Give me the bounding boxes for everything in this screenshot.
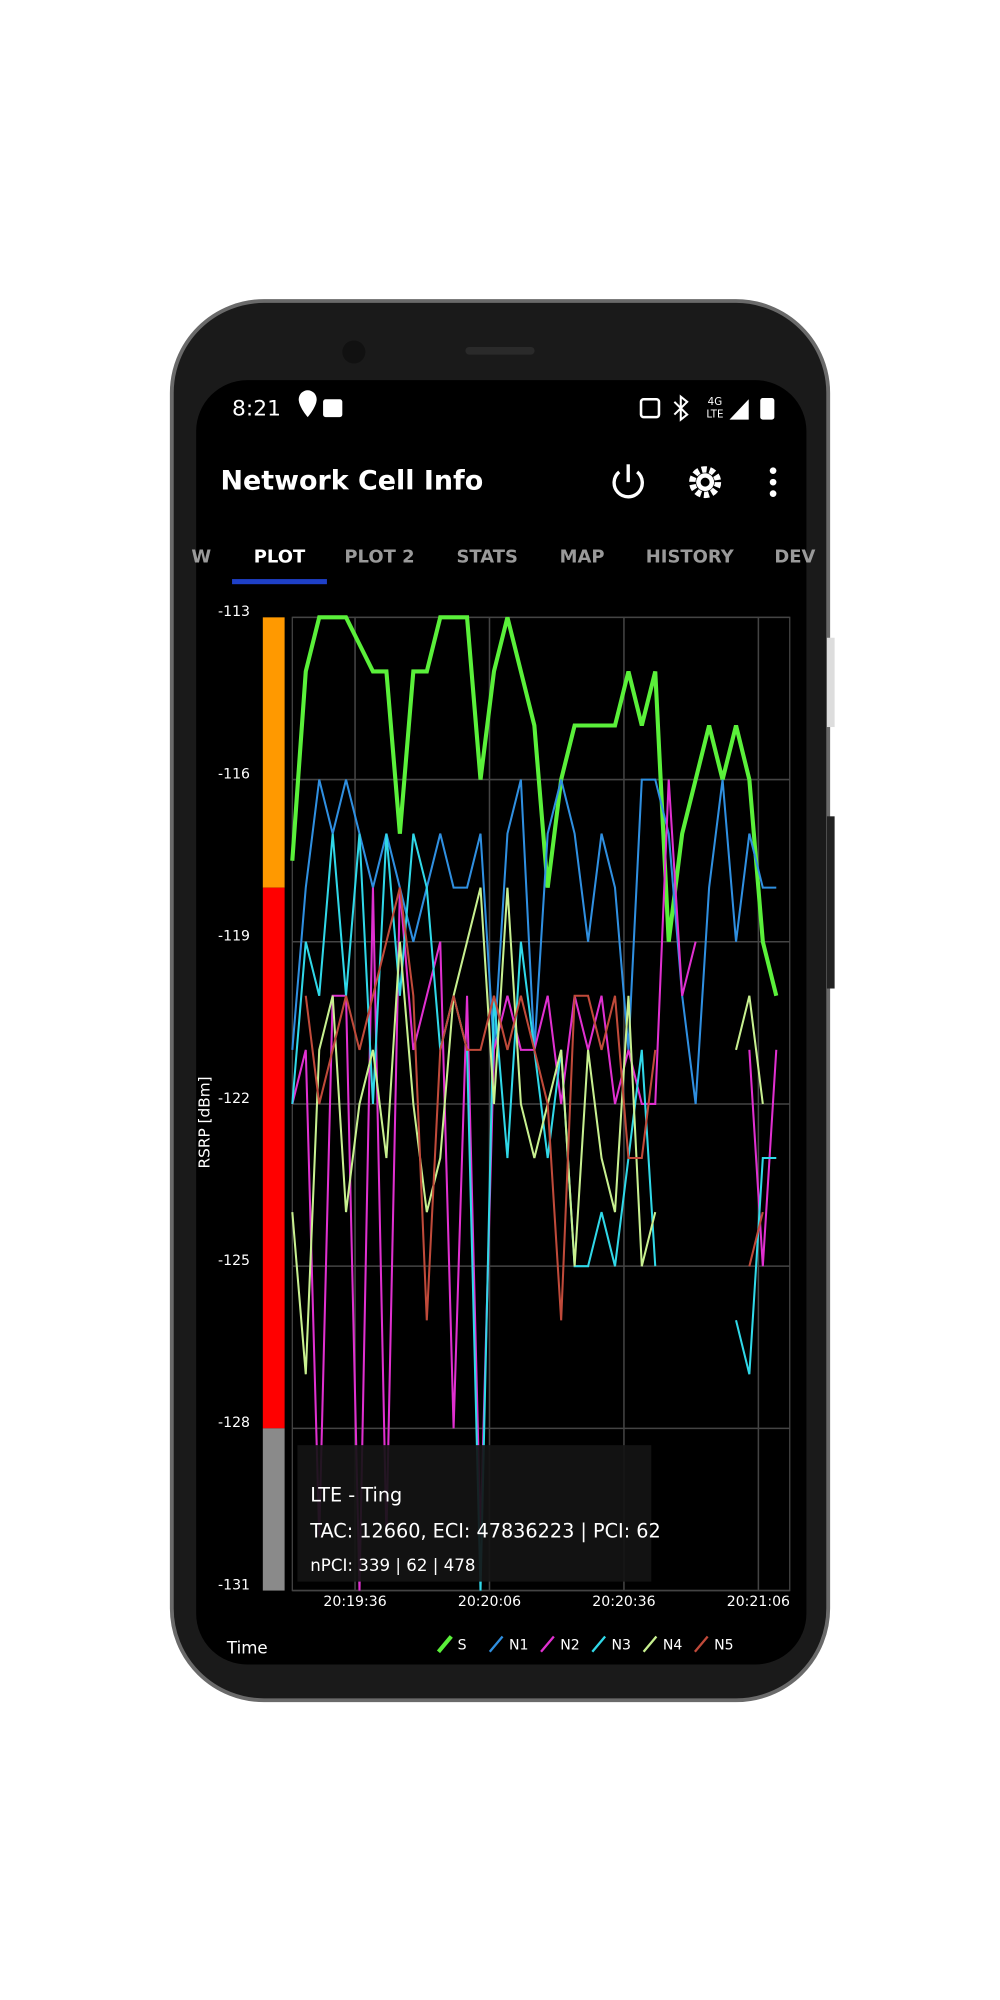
menu-dot <box>769 467 777 474</box>
tab[interactable]: STATS <box>456 546 517 567</box>
legend-swatch <box>540 1635 555 1653</box>
menu-dot <box>769 490 777 497</box>
x-axis-label: Time <box>226 1639 268 1658</box>
series-line <box>291 833 657 1591</box>
signal-band <box>262 617 285 888</box>
legend-swatch <box>642 1635 658 1653</box>
tab-bar: W PLOT PLOT 2 STATS MAP HISTORY DEV <box>191 546 815 567</box>
side-button <box>826 816 835 989</box>
info-operator: LTE - Ting <box>310 1484 402 1507</box>
legend-swatch <box>436 1635 453 1654</box>
app-title: Network Cell Info <box>221 466 484 497</box>
signal-icon <box>729 399 749 420</box>
side-button <box>826 637 835 728</box>
overflow-menu[interactable] <box>769 467 777 497</box>
tab[interactable]: MAP <box>560 546 605 567</box>
network-type: 4G <box>708 397 723 408</box>
series-line <box>291 779 697 1591</box>
signal-band <box>262 887 285 1429</box>
legend-label: S <box>458 1637 467 1653</box>
y-tick-label: -122 <box>218 1091 250 1107</box>
y-tick-label: -125 <box>218 1253 250 1269</box>
nfc-icon <box>639 397 661 419</box>
battery-icon <box>760 397 775 420</box>
legend-label: N1 <box>509 1637 529 1653</box>
y-tick-label: -119 <box>218 929 250 945</box>
status-time: 8:21 <box>232 396 281 421</box>
tab[interactable]: PLOT 2 <box>344 546 414 567</box>
settings-icon <box>689 466 722 499</box>
legend: S N1 N2 N3 N4 N5 <box>436 1635 734 1654</box>
legend-label: N5 <box>714 1637 734 1653</box>
legend-swatch <box>488 1635 504 1653</box>
tab[interactable]: DEV <box>774 546 815 567</box>
plot: -113 -116 -119 -122 -125 -128 -131 20:19:36 20:2… <box>218 604 791 1610</box>
legend-label: N4 <box>663 1637 683 1653</box>
power-icon <box>612 470 644 499</box>
tab[interactable]: HISTORY <box>646 546 735 567</box>
legend-swatch <box>591 1635 607 1653</box>
tab[interactable]: PLOT <box>254 546 306 567</box>
legend-label: N3 <box>612 1637 632 1653</box>
series-line <box>291 887 657 1375</box>
info-box <box>297 1445 652 1582</box>
y-axis-label: RSRP [dBm] <box>196 1076 214 1168</box>
series-line <box>748 1049 778 1267</box>
settings-button[interactable] <box>689 466 722 499</box>
x-tick-label: 20:19:36 <box>323 1594 386 1610</box>
menu-dot <box>769 478 777 486</box>
x-tick-label: 20:20:06 <box>458 1594 521 1610</box>
series-line <box>290 615 779 997</box>
settings-icon <box>700 477 710 487</box>
bluetooth-icon <box>673 394 689 422</box>
network-type: LTE <box>706 410 723 421</box>
signal-band <box>262 1428 285 1591</box>
series-line <box>735 1157 777 1375</box>
camera <box>342 340 366 364</box>
series-line <box>735 995 764 1105</box>
legend-swatch <box>693 1635 709 1653</box>
power-button[interactable] <box>612 464 644 499</box>
legend-label: N2 <box>560 1637 580 1653</box>
x-tick-label: 20:20:36 <box>592 1594 655 1610</box>
info-cell: TAC: 12660, ECI: 47836223 | PCI: 62 <box>309 1519 661 1542</box>
info-neighbors: nPCI: 339 | 62 | 478 <box>310 1556 475 1575</box>
x-tick-label: 20:21:06 <box>727 1594 790 1610</box>
y-tick-label: -113 <box>218 604 250 620</box>
y-tick-label: -128 <box>218 1415 250 1431</box>
series-line <box>748 1211 764 1267</box>
tab-indicator <box>232 579 327 585</box>
image-icon <box>323 399 343 418</box>
tab[interactable]: W <box>191 546 211 567</box>
y-tick-label: -116 <box>218 766 250 782</box>
location-icon <box>298 390 317 418</box>
series-line <box>304 887 657 1321</box>
y-tick-label: -131 <box>218 1577 250 1593</box>
speaker <box>465 346 535 355</box>
